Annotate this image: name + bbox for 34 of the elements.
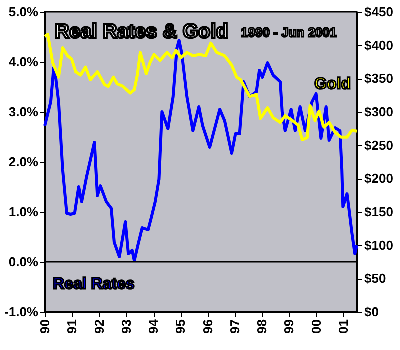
- x-tick-label: 97: [227, 320, 242, 334]
- x-tick-label: 90: [38, 320, 52, 334]
- y2-tick-label: $100: [364, 238, 394, 253]
- y2-tick-label: $400: [364, 38, 394, 53]
- x-tick-label: 94: [146, 318, 162, 334]
- y2-tick-label: $150: [364, 204, 394, 220]
- x-tick-label: 95: [173, 320, 188, 334]
- x-tick-label: 98: [254, 320, 270, 334]
- x-tick-label: 96: [200, 320, 216, 334]
- y-tick-label: 3.0%: [8, 104, 39, 120]
- chart-title: Real Rates & Gold: [55, 21, 228, 43]
- y-tick-label: -1.0%: [4, 304, 39, 320]
- y2-tick-label: $50: [364, 271, 386, 286]
- x-tick-label: 01: [336, 320, 351, 334]
- y2-tick-label: $0: [364, 304, 379, 320]
- y2-tick-label: $200: [364, 171, 394, 186]
- line-series: [44, 39, 358, 262]
- x-tick-label: 92: [92, 320, 107, 334]
- y2-tick-label: $300: [364, 104, 394, 120]
- x-tick-label: 93: [118, 320, 134, 334]
- y-tick-label: 2.0%: [8, 154, 39, 170]
- x-tick-label: 00: [308, 320, 324, 334]
- y-tick-label: 1.0%: [8, 204, 39, 220]
- x-tick-label: 99: [282, 320, 297, 334]
- y-tick-label: 0.0%: [8, 254, 39, 270]
- y2-tick-label: $450: [364, 4, 394, 20]
- series-label: Real Rates: [53, 276, 135, 293]
- y2-tick-label: $350: [364, 71, 394, 86]
- text: 1990 - Jun 2001: [241, 25, 338, 40]
- y2-tick-label: $250: [364, 138, 394, 153]
- y-tick-label: 5.0%: [8, 4, 39, 20]
- series-label: Gold: [314, 76, 351, 93]
- x-tick-label: 91: [64, 320, 80, 334]
- y-tick-label: 4.0%: [8, 54, 39, 70]
